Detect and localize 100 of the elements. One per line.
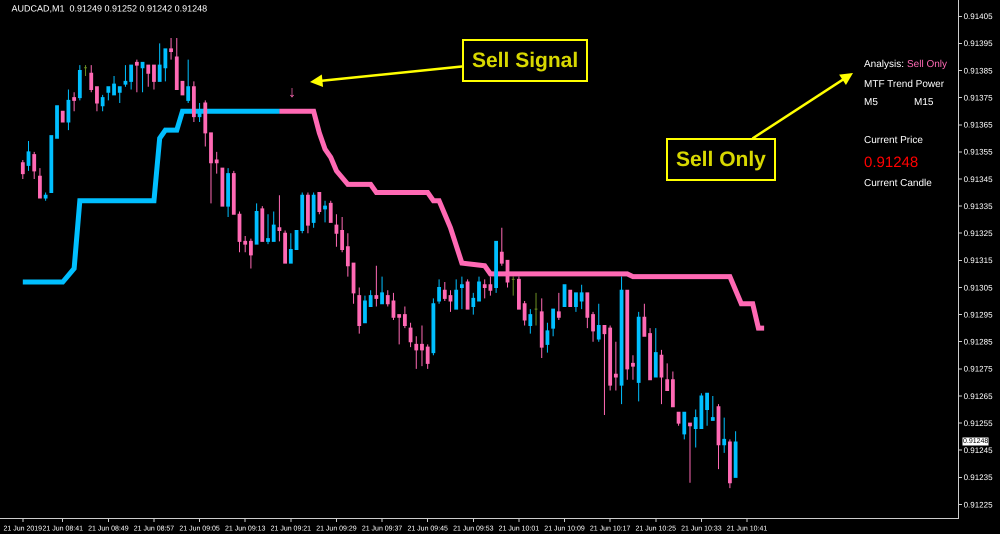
candlestick bbox=[420, 324, 424, 367]
candlestick bbox=[357, 286, 362, 334]
y-tick-label: 0.91225 bbox=[964, 500, 994, 510]
candlestick bbox=[466, 278, 470, 310]
candlestick bbox=[72, 92, 76, 112]
candlestick bbox=[500, 227, 504, 266]
candlestick bbox=[328, 200, 333, 223]
y-tick-label: 0.91275 bbox=[964, 364, 994, 374]
candlestick bbox=[140, 62, 144, 93]
y-tick-label: 0.91265 bbox=[964, 392, 994, 401]
candlestick bbox=[278, 194, 282, 242]
candlestick bbox=[426, 344, 430, 370]
candlestick bbox=[585, 292, 590, 329]
y-tick-label: 0.91315 bbox=[964, 256, 994, 266]
y-tick-label: 0.91345 bbox=[964, 174, 994, 184]
candlestick bbox=[556, 292, 561, 321]
candlestick bbox=[20, 160, 25, 180]
candlestick bbox=[448, 290, 452, 312]
y-tick-label: 0.91235 bbox=[964, 473, 994, 482]
candlestick bbox=[243, 235, 248, 253]
candlestick bbox=[546, 322, 550, 354]
candlestick bbox=[203, 100, 208, 147]
candlestick bbox=[134, 59, 139, 93]
chart-title: AUDCAD,M1 0.91249 0.91252 0.91242 0.91248 bbox=[11, 4, 208, 14]
candlestick bbox=[272, 211, 276, 242]
candlestick bbox=[614, 341, 618, 392]
candlestick bbox=[158, 42, 162, 82]
candlestick bbox=[477, 276, 481, 302]
candlestick bbox=[494, 240, 498, 294]
candlestick bbox=[118, 86, 122, 104]
candlestick bbox=[306, 192, 310, 234]
candlestick bbox=[363, 295, 367, 324]
candlestick bbox=[676, 412, 680, 426]
candlestick bbox=[55, 105, 59, 139]
candlestick bbox=[220, 168, 224, 207]
candlestick bbox=[716, 404, 720, 470]
candlestick bbox=[238, 211, 242, 253]
candlestick bbox=[260, 206, 264, 242]
candlestick bbox=[574, 292, 578, 312]
candlestick bbox=[534, 292, 538, 326]
candlestick bbox=[631, 354, 635, 380]
candlestick bbox=[152, 64, 156, 90]
y-tick-label: 0.91395 bbox=[964, 39, 994, 48]
candlestick bbox=[460, 276, 464, 310]
candlestick bbox=[380, 276, 384, 304]
candlestick bbox=[608, 324, 612, 392]
candlestick bbox=[402, 306, 407, 329]
candlestick bbox=[89, 64, 94, 93]
candlestick bbox=[192, 80, 196, 123]
annotation: Current Price bbox=[864, 135, 924, 146]
y-tick-label: 0.91335 bbox=[964, 202, 994, 211]
candlestick bbox=[386, 290, 390, 307]
candlestick bbox=[163, 48, 168, 82]
candlestick bbox=[106, 86, 110, 101]
candlestick bbox=[209, 132, 213, 204]
annotation: ↓ bbox=[288, 84, 296, 101]
y-tick-label: 0.91325 bbox=[964, 229, 994, 238]
candlestick bbox=[266, 214, 270, 245]
candlestick bbox=[334, 214, 338, 248]
candlestick bbox=[442, 282, 447, 302]
candlestick bbox=[180, 80, 184, 96]
candlestick bbox=[414, 336, 418, 370]
candlestick bbox=[352, 262, 356, 304]
candlestick bbox=[482, 278, 487, 299]
candlestick bbox=[174, 37, 179, 90]
y-tick-label: 0.91365 bbox=[964, 120, 994, 130]
candlestick bbox=[346, 232, 350, 278]
candlestick bbox=[49, 135, 54, 194]
candlestick bbox=[26, 140, 30, 172]
candlestick bbox=[682, 412, 686, 440]
candlestick bbox=[734, 430, 738, 478]
candlestick bbox=[471, 292, 476, 316]
candlestick bbox=[312, 192, 316, 228]
candlestick bbox=[214, 151, 219, 174]
candlestick bbox=[186, 59, 190, 104]
annotation: M15 bbox=[914, 97, 934, 108]
candlestick bbox=[654, 328, 658, 378]
candlestick bbox=[722, 417, 726, 454]
candlestick bbox=[129, 64, 134, 90]
candlestick bbox=[620, 276, 624, 405]
candlestick bbox=[300, 192, 304, 234]
candlestick bbox=[32, 151, 36, 180]
candlestick bbox=[254, 202, 258, 245]
candlestick bbox=[374, 265, 378, 307]
y-tick-label: 0.91305 bbox=[964, 283, 994, 292]
candlestick bbox=[368, 290, 373, 307]
candlestick bbox=[636, 311, 641, 402]
y-tick-label: 0.91285 bbox=[964, 338, 994, 347]
annotation: Sell Signal bbox=[472, 49, 578, 72]
candlestick bbox=[44, 192, 48, 202]
candlestick bbox=[38, 168, 42, 198]
candlestick bbox=[506, 260, 510, 288]
candlestick bbox=[710, 395, 715, 421]
candlestick bbox=[226, 168, 230, 218]
y-tick-label: 0.91255 bbox=[964, 418, 994, 428]
candlestick bbox=[488, 276, 492, 296]
candlestick bbox=[602, 324, 606, 416]
y-tick-label: 0.91405 bbox=[964, 12, 994, 22]
candlestick bbox=[670, 371, 675, 408]
candlestick bbox=[551, 308, 556, 337]
